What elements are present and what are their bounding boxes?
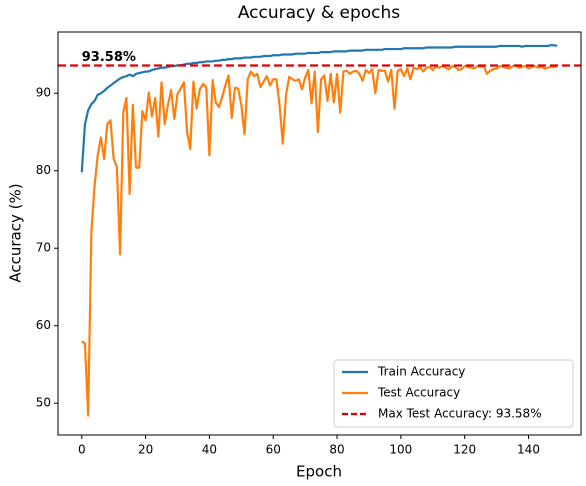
legend-box [333, 359, 574, 428]
x-tick-label: 80 [329, 443, 344, 457]
plot-frame [57, 31, 582, 436]
legend-label: Max Test Accuracy: 93.58% [378, 407, 542, 421]
max-annotation: 93.58% [82, 50, 136, 65]
series-line [80, 44, 558, 173]
series-line [81, 64, 558, 417]
chart-title: Accuracy & epochs [238, 3, 400, 23]
y-tick-label: 80 [36, 163, 51, 177]
y-tick-label: 70 [36, 241, 51, 255]
legend-label: Test Accuracy [377, 386, 460, 400]
x-tick-label: 0 [78, 443, 86, 457]
x-tick-label: 120 [453, 443, 476, 457]
y-tick-label: 50 [36, 396, 51, 410]
x-axis-label: Epoch [296, 463, 342, 481]
x-tick-label: 60 [266, 443, 281, 457]
x-tick-label: 140 [517, 443, 540, 457]
y-tick-label: 90 [36, 86, 51, 100]
x-tick-label: 100 [389, 443, 412, 457]
x-tick-label: 40 [202, 443, 217, 457]
y-tick-label: 60 [36, 318, 51, 332]
legend-label: Train Accuracy [377, 365, 465, 379]
y-axis-label: Accuracy (%) [7, 183, 25, 282]
x-tick-label: 20 [138, 443, 153, 457]
